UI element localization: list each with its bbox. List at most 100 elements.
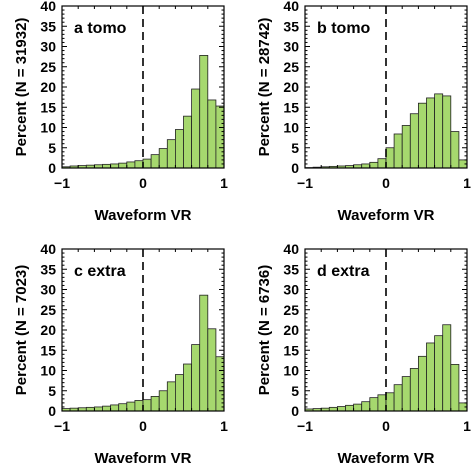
y-tick-label: 15 xyxy=(283,99,299,115)
histogram-bar xyxy=(143,400,151,411)
x-axis-title: Waveform VR xyxy=(338,450,435,467)
histogram-bar xyxy=(410,114,418,168)
y-tick-label: 5 xyxy=(48,383,56,399)
y-tick-label: 10 xyxy=(283,363,299,379)
histogram-bar xyxy=(175,375,183,411)
histogram-bar xyxy=(378,395,386,411)
histogram-bar xyxy=(200,55,208,168)
x-axis-title: Waveform VR xyxy=(95,207,192,224)
y-tick-label: 20 xyxy=(283,322,299,338)
histogram-bar xyxy=(127,162,135,168)
histogram-bar xyxy=(192,89,200,168)
y-tick-label: 25 xyxy=(40,59,56,75)
x-tick-label: 0 xyxy=(139,418,147,434)
histogram-bar xyxy=(111,405,119,411)
y-tick-label: 30 xyxy=(40,39,56,55)
histogram-bar xyxy=(119,163,127,168)
x-axis-title: Waveform VR xyxy=(338,207,435,224)
histogram-bar xyxy=(135,400,143,411)
histogram-bar xyxy=(362,402,370,411)
histogram-bar xyxy=(410,368,418,411)
histogram-bar xyxy=(402,125,410,168)
histogram-bar xyxy=(386,148,394,168)
x-tick-label: 1 xyxy=(220,418,228,434)
histogram-bar xyxy=(451,132,459,168)
y-tick-label: 40 xyxy=(40,241,56,257)
x-tick-label: −1 xyxy=(54,418,70,434)
y-tick-label: 10 xyxy=(40,120,56,136)
y-tick-label: 10 xyxy=(40,363,56,379)
x-tick-label: −1 xyxy=(297,175,313,191)
x-tick-label: 0 xyxy=(382,418,390,434)
y-axis-title: Percent (N = 7023) xyxy=(13,265,30,395)
y-tick-label: 0 xyxy=(48,160,56,176)
histogram-bar xyxy=(184,364,192,411)
x-tick-label: 1 xyxy=(220,175,228,191)
histogram-bar xyxy=(346,405,354,411)
histogram-bar xyxy=(394,134,402,168)
y-tick-label: 0 xyxy=(291,403,299,419)
y-tick-label: 10 xyxy=(283,120,299,136)
histogram-bar xyxy=(111,164,119,168)
panel-label: d extra xyxy=(317,263,370,280)
y-tick-label: 35 xyxy=(283,261,299,277)
histogram-bar xyxy=(354,404,362,411)
histogram-bar xyxy=(337,407,345,411)
histogram-bar xyxy=(418,103,426,168)
y-tick-label: 20 xyxy=(283,79,299,95)
histogram-bar xyxy=(435,336,443,411)
histogram-bar xyxy=(127,402,135,411)
histogram-bar xyxy=(370,162,378,168)
histogram-bar xyxy=(370,398,378,411)
y-tick-label: 20 xyxy=(40,322,56,338)
histogram-bar xyxy=(451,364,459,411)
y-tick-label: 40 xyxy=(283,241,299,257)
histogram-bar xyxy=(418,356,426,411)
panel-label: c extra xyxy=(74,263,126,280)
y-tick-label: 35 xyxy=(40,261,56,277)
histogram-bar xyxy=(103,406,111,411)
y-tick-label: 15 xyxy=(283,342,299,358)
y-tick-label: 5 xyxy=(291,383,299,399)
histogram-bar xyxy=(135,161,143,168)
histogram-bar xyxy=(175,130,183,168)
x-tick-label: 1 xyxy=(463,175,471,191)
x-tick-label: 0 xyxy=(382,175,390,191)
x-tick-label: 0 xyxy=(139,175,147,191)
histogram-bar xyxy=(402,377,410,411)
y-tick-label: 25 xyxy=(40,302,56,318)
histogram-bar xyxy=(184,116,192,168)
y-tick-label: 40 xyxy=(283,0,299,14)
y-tick-label: 0 xyxy=(291,160,299,176)
x-axis-title: Waveform VR xyxy=(95,450,192,467)
histogram-bar xyxy=(159,149,167,168)
y-tick-label: 0 xyxy=(48,403,56,419)
y-tick-label: 30 xyxy=(283,39,299,55)
histogram-bar xyxy=(94,407,102,411)
panel-label: b tomo xyxy=(317,20,371,37)
histogram-bar xyxy=(192,345,200,411)
panel-label: a tomo xyxy=(74,20,127,37)
y-tick-label: 15 xyxy=(40,99,56,115)
y-tick-label: 35 xyxy=(40,18,56,34)
histogram-bar xyxy=(427,98,435,168)
y-tick-label: 30 xyxy=(283,282,299,298)
histogram-bar xyxy=(151,155,159,168)
histogram-bar xyxy=(208,100,216,168)
histogram-bar xyxy=(362,164,370,168)
y-tick-label: 5 xyxy=(291,140,299,156)
y-tick-label: 5 xyxy=(48,140,56,156)
y-tick-label: 25 xyxy=(283,59,299,75)
histogram-bar xyxy=(435,94,443,168)
y-tick-label: 40 xyxy=(40,0,56,14)
y-axis-title: Percent (N = 31932) xyxy=(13,18,30,157)
y-tick-label: 20 xyxy=(40,79,56,95)
y-axis-title: Percent (N = 28742) xyxy=(256,18,273,157)
histogram-bar xyxy=(159,391,167,411)
histogram-bar xyxy=(427,343,435,411)
